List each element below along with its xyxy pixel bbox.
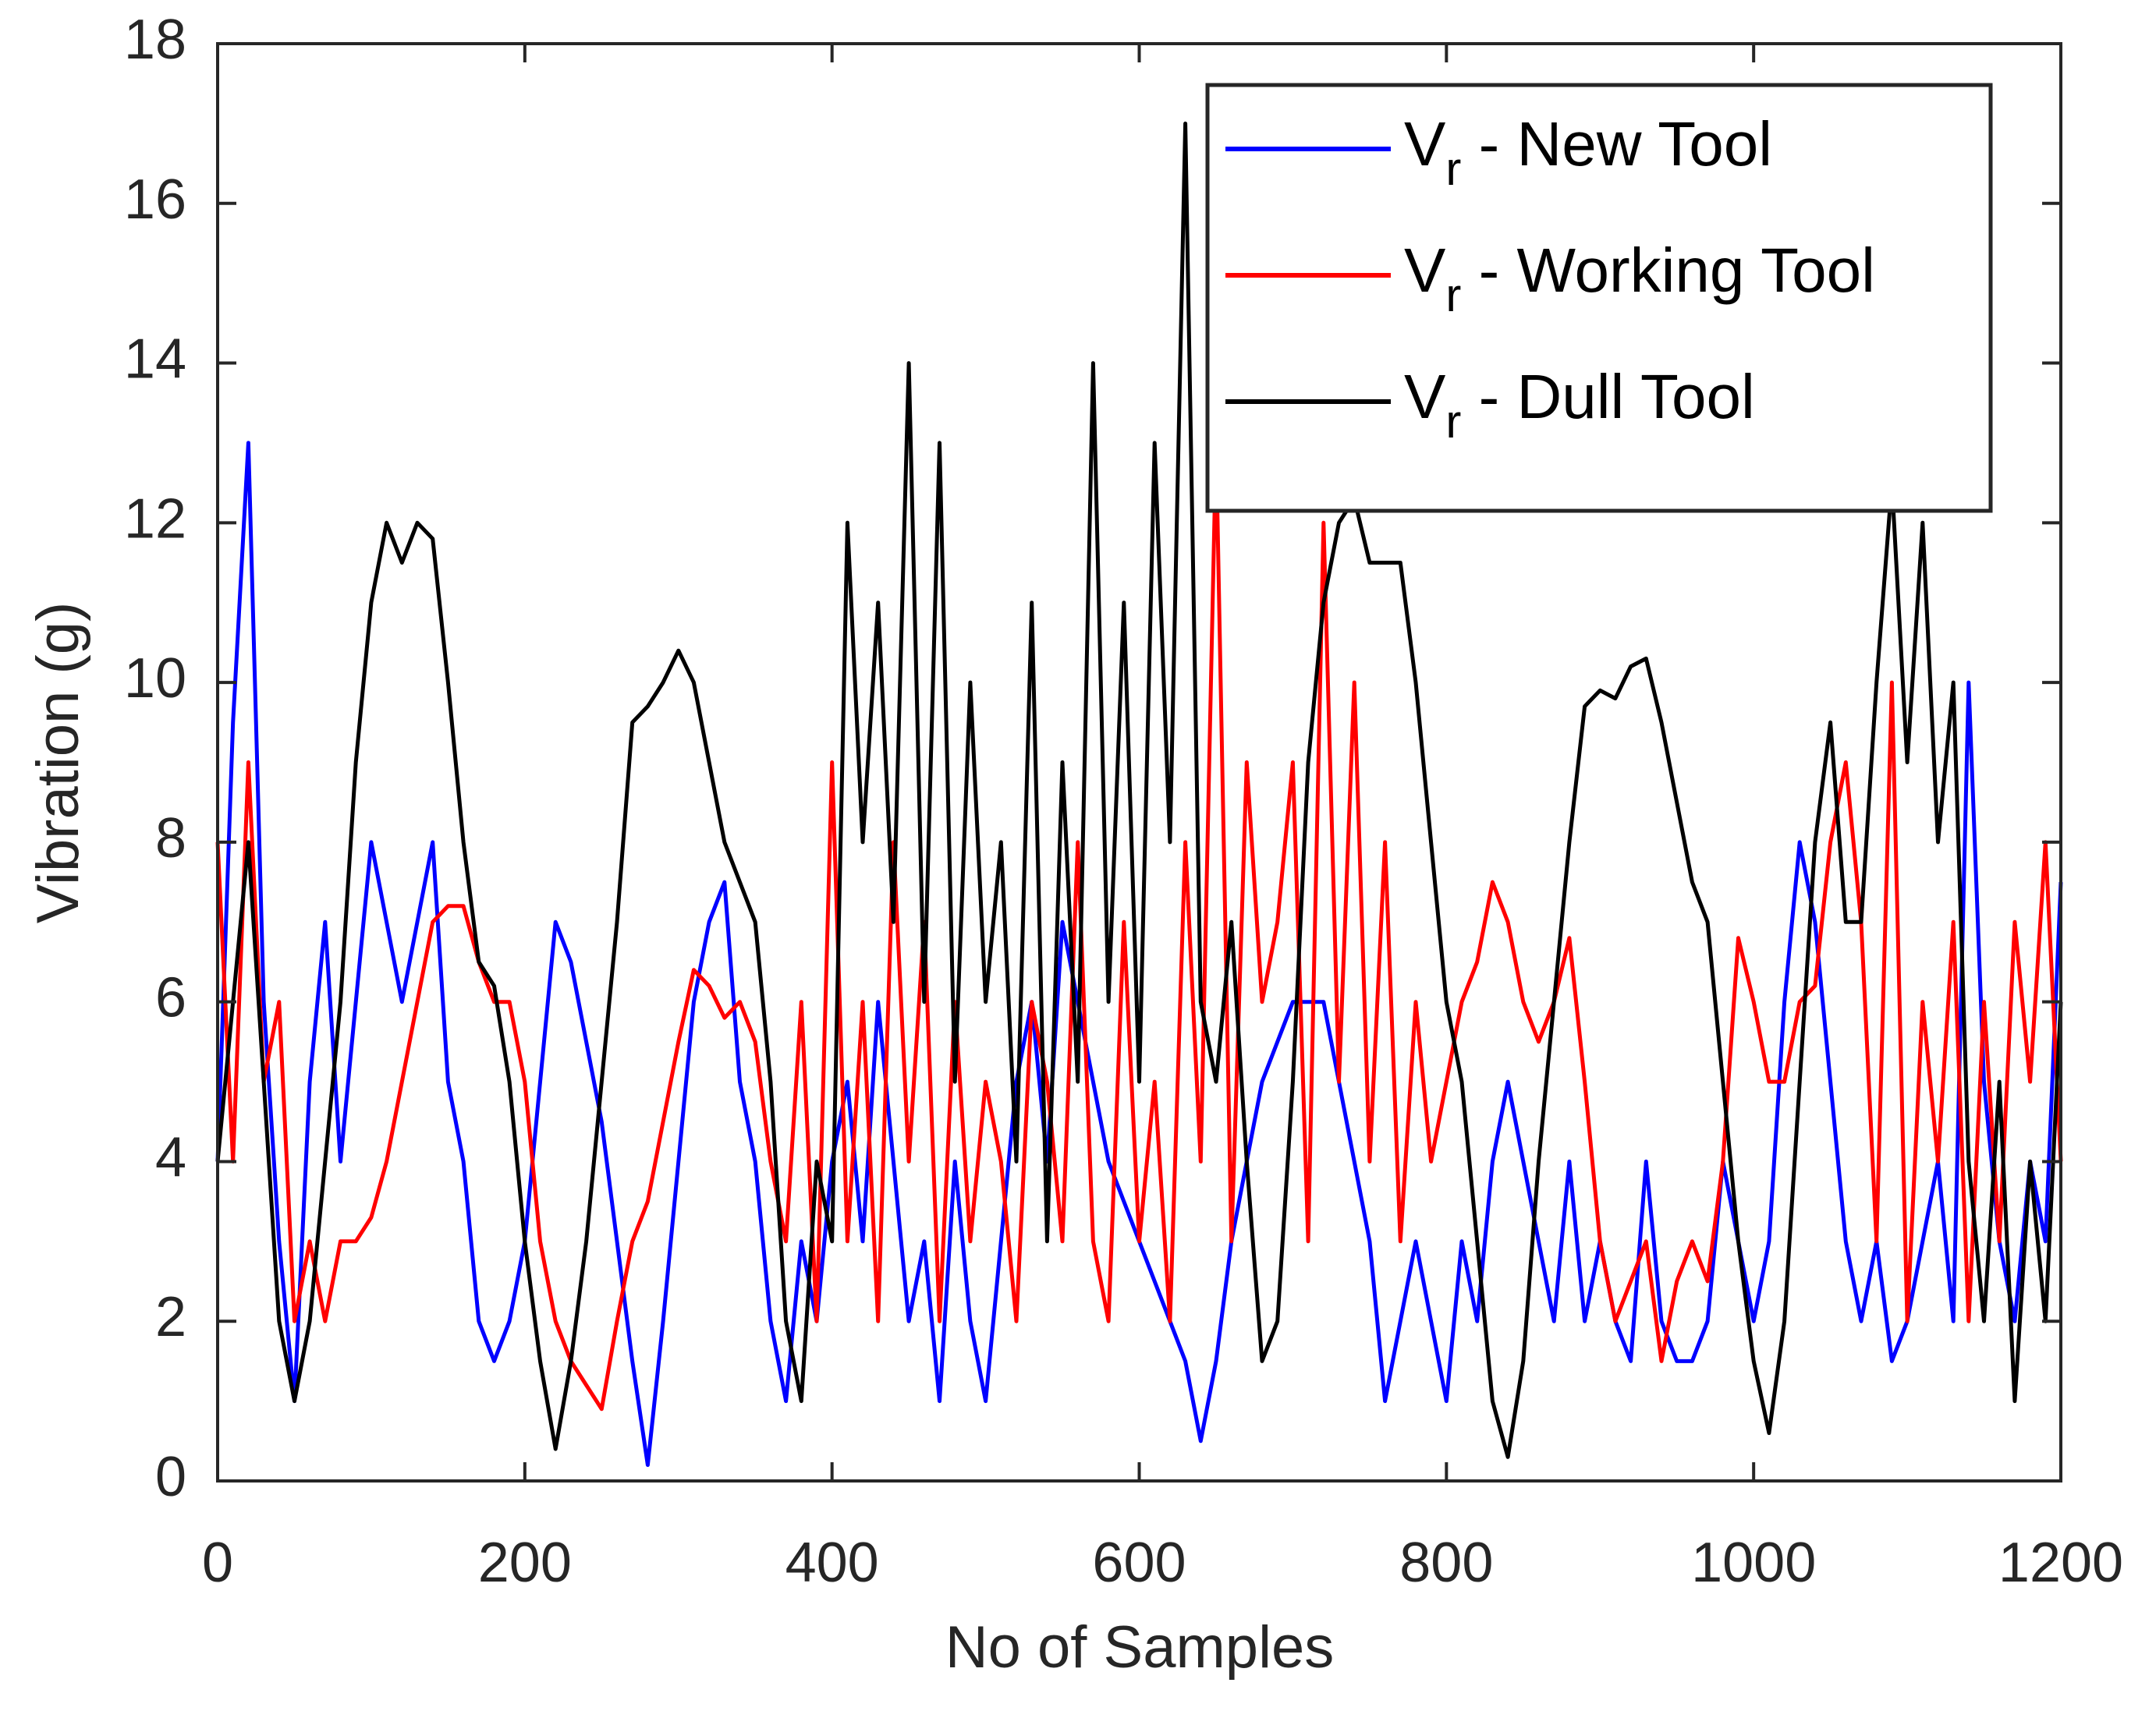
y-tick-label: 12	[124, 487, 186, 550]
x-tick-label: 800	[1399, 1532, 1493, 1594]
y-tick-label: 4	[155, 1126, 186, 1188]
series-line	[215, 441, 2063, 1412]
x-tick-label: 600	[1092, 1532, 1186, 1594]
x-axis-label: No of Samples	[945, 1614, 1334, 1681]
x-tick-label: 400	[785, 1532, 879, 1594]
x-tick-label: 0	[202, 1532, 233, 1594]
legend-label: Vr - New Tool	[1404, 109, 1772, 195]
y-tick-label: 6	[155, 967, 186, 1029]
legend-label: Vr - Working Tool	[1404, 236, 1875, 321]
y-tick-label: 2	[155, 1286, 186, 1348]
x-tick-label: 200	[478, 1532, 572, 1594]
y-axis-label: Vibration (g)	[25, 602, 91, 924]
y-tick-label: 18	[124, 9, 186, 71]
y-tick-label: 14	[124, 328, 186, 391]
x-tick-label: 1200	[1998, 1532, 2123, 1594]
y-tick-label: 10	[124, 647, 186, 710]
x-tick-label: 1000	[1691, 1532, 1816, 1594]
y-tick-label: 16	[124, 168, 186, 231]
legend-label: Vr - Dull Tool	[1404, 362, 1755, 448]
legend-box	[1205, 83, 1993, 513]
y-tick-label: 0	[155, 1446, 186, 1508]
series-line	[215, 121, 2063, 1459]
y-tick-label: 8	[155, 807, 186, 870]
